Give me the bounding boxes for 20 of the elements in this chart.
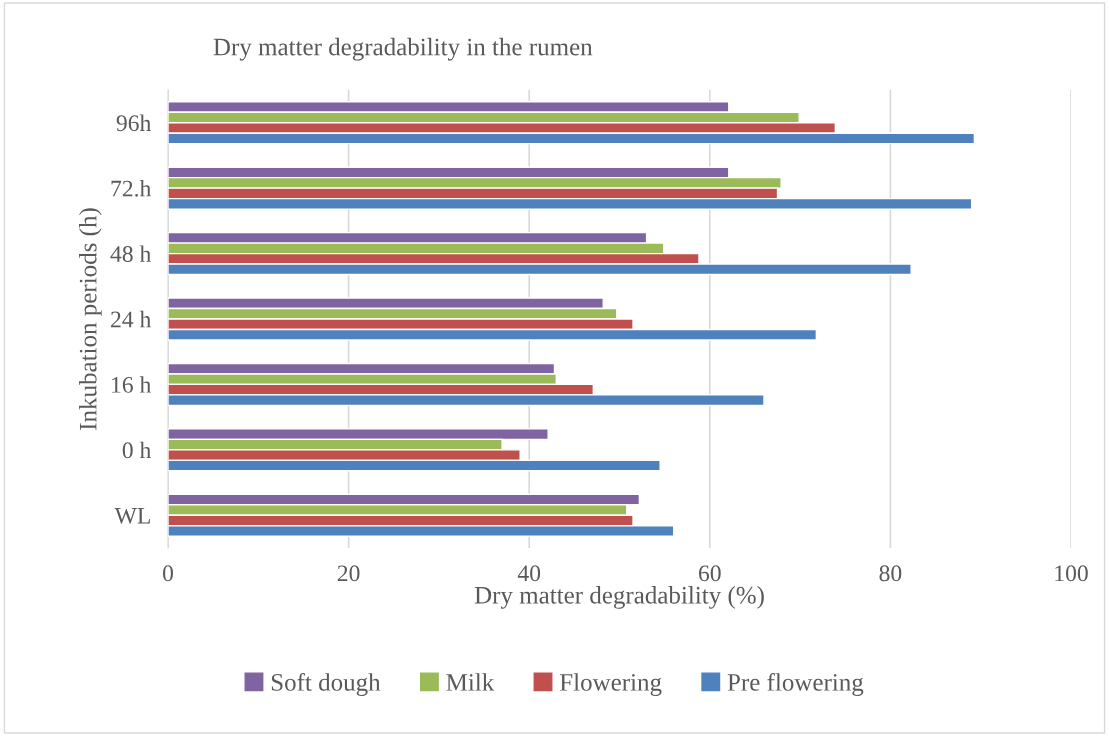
x-tick-label: 20 <box>337 565 360 582</box>
legend-label: Soft dough <box>271 673 381 696</box>
x-tick-label: 60 <box>699 565 721 582</box>
x-tick-label: 80 <box>879 565 902 582</box>
y-axis-title: Inkubation periods (h) <box>79 208 102 430</box>
y-tick-label: 16 h <box>112 376 152 393</box>
y-tick-label: WL <box>114 508 150 524</box>
y-tick-label: 48 h <box>110 245 152 262</box>
y-tick-label: 72.h <box>111 179 152 197</box>
x-tick-label: 100 <box>1055 565 1088 582</box>
x-tick-label: 40 <box>517 565 541 582</box>
legend-label: Pre flowering <box>727 673 864 696</box>
legend-label: Flowering <box>559 673 662 696</box>
x-tick-label: 0 <box>163 565 173 582</box>
y-tick-label: 96h <box>116 114 152 132</box>
legend-label: Milk <box>446 673 495 691</box>
x-axis-title: Dry matter degradability (%) <box>474 586 764 609</box>
chart-title: Dry matter degradability in the rumen <box>213 37 593 61</box>
y-tick-label: 24 h <box>111 310 152 328</box>
y-tick-label: 0 h <box>122 441 152 459</box>
